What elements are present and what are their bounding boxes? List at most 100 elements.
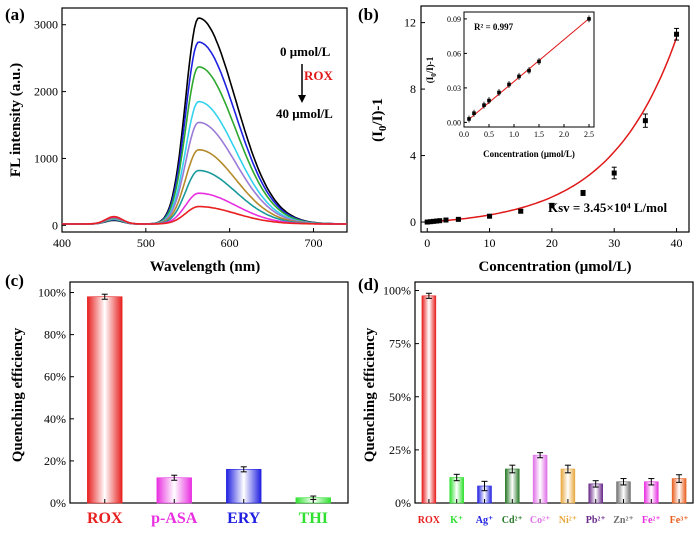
data-point	[434, 218, 440, 224]
y-tick-label: 1000	[34, 151, 58, 165]
data-point	[437, 218, 443, 224]
bar	[505, 468, 520, 504]
panel-b-fit-curve	[427, 37, 678, 223]
inset-point	[517, 74, 521, 79]
inset-point	[482, 103, 486, 107]
y-tick-label: 0	[410, 215, 416, 229]
panel-a-annotation-top: 0 μmol/L	[280, 44, 331, 59]
data-point	[443, 217, 449, 223]
spectrum-line	[62, 205, 347, 225]
inset-point	[472, 111, 476, 115]
data-point	[549, 202, 555, 208]
y-tick-label: 75%	[389, 337, 411, 351]
bar	[87, 296, 123, 504]
panel-d: (d) 0% 25% 50% 75% 100% ROX K⁺ Ag⁺ Cd²⁺ Co²⁺ Ni²⁺…	[358, 275, 694, 526]
spectrum-line	[62, 121, 347, 225]
inset-r2-label: R² = 0.997	[474, 22, 514, 32]
panel-b-ksv-label: Ksv = 3.45×10⁴ L/mol	[548, 200, 667, 215]
panel-a-arrow-head	[298, 95, 306, 103]
y-tick-label: 3000	[34, 18, 58, 32]
data-point	[427, 219, 433, 225]
category-label: Fe³⁺	[670, 515, 689, 526]
panel-d-x-ticks: ROX K⁺ Ag⁺ Cd²⁺ Co²⁺ Ni²⁺ Pb²⁺ Zn²⁺ Fe²⁺ Fe³⁺	[418, 499, 689, 526]
x-tick-label: 20	[546, 236, 558, 250]
x-tick-label: 600	[221, 236, 239, 250]
x-tick-label: 0	[424, 236, 430, 250]
inset-point	[587, 17, 591, 21]
category-label: p-ASA	[151, 510, 198, 527]
inset-point	[487, 98, 491, 103]
panel-b-label: (b)	[358, 5, 379, 24]
inset-point	[527, 68, 531, 73]
x-tick-label: 700	[304, 236, 322, 250]
inset-y-tick-label: 0.03	[447, 84, 461, 93]
panel-b-x-ticks: 0 10 20 30 40	[424, 228, 683, 250]
category-label: Ni²⁺	[559, 515, 577, 526]
y-tick-label: 25%	[389, 443, 411, 457]
category-label: ERY	[227, 510, 261, 527]
data-point	[424, 219, 430, 225]
panel-c-y-label: Quenching efficiency	[10, 327, 26, 462]
panel-b-y-label: (I0/I)-1	[370, 98, 389, 142]
panel-a-y-ticks: 0 1000 2000 3000	[34, 18, 66, 232]
panel-c: (c) 0% 20% 40% 60% 80% 100% ROX p-ASA ERY THI Qu…	[5, 271, 349, 527]
category-label: K⁺	[450, 515, 463, 526]
bar	[532, 454, 548, 504]
inset-y-tick-label: 0.06	[447, 49, 461, 58]
category-label: ROX	[87, 510, 123, 527]
data-point	[487, 213, 493, 219]
panel-d-frame	[414, 281, 694, 504]
inset-point	[497, 90, 501, 95]
panel-d-y-ticks: 0% 25% 50% 75% 100%	[383, 284, 419, 510]
inset-x-tick-label: 0.5	[484, 130, 494, 139]
x-tick-label: 40	[671, 236, 683, 250]
bar	[226, 469, 262, 504]
panel-b-points	[424, 27, 680, 225]
panel-a: (a) 400 500 600 700 0 1000 2000 3000 Wavelengt…	[5, 5, 348, 275]
data-point	[430, 218, 436, 224]
panel-d-label: (d)	[358, 275, 379, 294]
data-point	[580, 190, 586, 196]
y-tick-label: 12	[404, 16, 416, 30]
panel-a-annotation-rox: ROX	[304, 68, 334, 83]
category-label: Co²⁺	[530, 515, 551, 526]
data-point	[674, 31, 680, 37]
spectrum-line	[62, 148, 347, 225]
inset-x-ticks: 0.0 0.5 1.0 1.5 2.0 2.5	[459, 124, 594, 139]
bar	[156, 477, 192, 504]
inset-y-tick-label: 0.00	[447, 118, 461, 127]
x-tick-label: 500	[137, 236, 155, 250]
y-tick-label: 100%	[38, 286, 66, 300]
inset-y-tick-label: 0.09	[447, 15, 461, 24]
y-tick-label: 0%	[50, 496, 66, 510]
x-tick-label: 30	[608, 236, 620, 250]
inset-x-tick-label: 0.0	[459, 130, 469, 139]
category-label: THI	[299, 510, 328, 527]
inset-x-label: Concentration (μmol/L)	[483, 149, 575, 159]
panel-b-x-label: Concentration (μmol/L)	[478, 259, 631, 275]
data-point	[518, 208, 524, 214]
bar	[560, 468, 576, 504]
category-label: Ag⁺	[476, 515, 494, 526]
y-tick-label: 2000	[34, 85, 58, 99]
panel-c-y-ticks: 0% 20% 40% 60% 80% 100%	[38, 286, 74, 510]
y-tick-label: 20%	[44, 454, 66, 468]
bar	[421, 295, 437, 504]
spectrum-line	[62, 169, 347, 225]
inset-x-tick-label: 1.0	[509, 130, 519, 139]
y-tick-label: 4	[410, 149, 416, 163]
panel-a-annotation-bottom: 40 μmol/L	[276, 106, 333, 121]
inset-point	[537, 59, 541, 64]
panel-c-frame	[69, 281, 349, 504]
category-label: ROX	[418, 515, 441, 526]
panel-a-x-ticks: 400 500 600 700	[53, 228, 322, 250]
panel-b-y-ticks: 0 4 8 12	[404, 16, 425, 229]
x-tick-label: 10	[484, 236, 496, 250]
x-tick-label: 400	[53, 236, 71, 250]
data-point	[611, 170, 617, 176]
inset-points	[467, 15, 591, 123]
data-point	[642, 118, 648, 124]
inset-y-ticks: 0.00 0.03 0.06 0.09	[447, 15, 467, 127]
inset-y-label: (I0/I)-1	[425, 56, 438, 83]
